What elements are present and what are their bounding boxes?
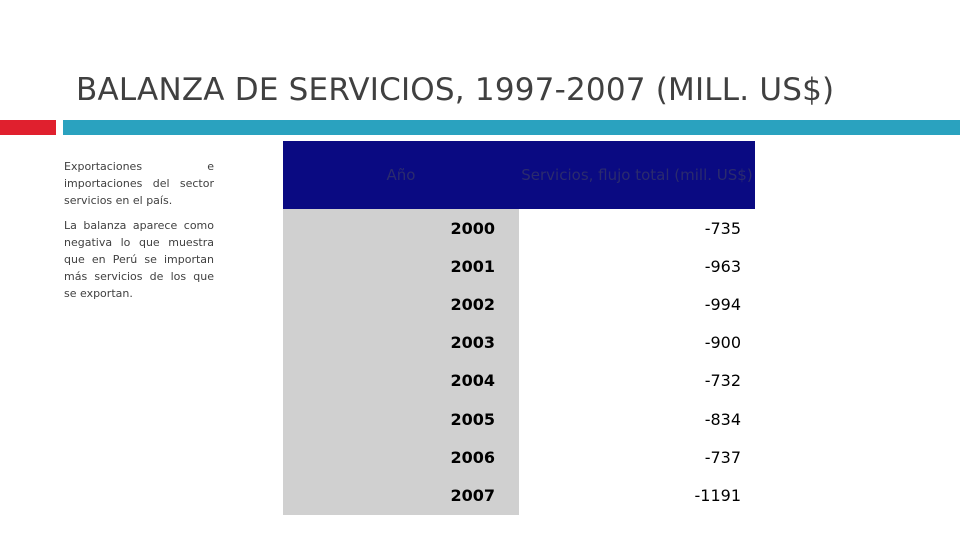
- value-cell: -1191: [519, 476, 755, 515]
- header-year: Año: [283, 141, 519, 209]
- year-cell: 2005: [283, 399, 519, 439]
- value-cell: -994: [519, 285, 755, 324]
- table-header-row: Año Servicios, flujo total (mill. US$): [283, 141, 755, 209]
- table-row: 2002 -994: [283, 285, 755, 324]
- value-cell: -732: [519, 361, 755, 400]
- header-services-flow: Servicios, flujo total (mill. US$): [519, 141, 755, 209]
- description-text: Exportaciones e importaciones del sector…: [64, 158, 214, 310]
- value-cell: -737: [519, 438, 755, 477]
- services-balance-table: Año Servicios, flujo total (mill. US$) 2…: [283, 141, 755, 515]
- table-row: 2005 -834: [283, 399, 755, 439]
- year-cell: 2007: [283, 476, 519, 515]
- year-cell: 2003: [283, 323, 519, 362]
- value-cell: -900: [519, 323, 755, 362]
- year-cell: 2004: [283, 361, 519, 400]
- table-row: 2006 -737: [283, 438, 755, 477]
- value-cell: -735: [519, 209, 755, 248]
- value-cell: -834: [519, 399, 755, 439]
- year-cell: 2001: [283, 247, 519, 286]
- year-cell: 2006: [283, 438, 519, 477]
- description-paragraph-1: Exportaciones e importaciones del sector…: [64, 160, 214, 207]
- table-row: 2001 -963: [283, 247, 755, 286]
- table-row: 2000 -735: [283, 209, 755, 248]
- year-cell: 2000: [283, 209, 519, 248]
- slide-title: BALANZA DE SERVICIOS, 1997-2007 (MILL. U…: [76, 72, 835, 108]
- table-row: 2007 -1191: [283, 476, 755, 515]
- description-paragraph-2: La balanza aparece como negativa lo que …: [64, 219, 214, 300]
- year-cell: 2002: [283, 285, 519, 324]
- accent-bar-red: [0, 120, 56, 135]
- value-cell: -963: [519, 247, 755, 286]
- table-row: 2003 -900: [283, 323, 755, 362]
- accent-bar-teal: [63, 120, 960, 135]
- table-row: 2004 -732: [283, 361, 755, 400]
